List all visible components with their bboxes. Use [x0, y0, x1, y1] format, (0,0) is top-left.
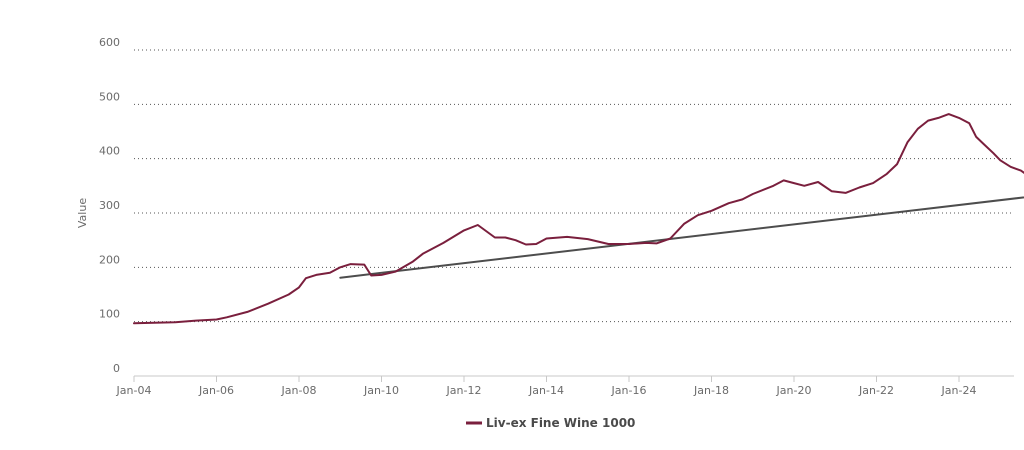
x-tick-label: Jan-24: [941, 384, 977, 397]
x-axis: Jan-04 Jan-06 Jan-08 Jan-10 Jan-12 Jan-14 Jan-…: [116, 375, 1014, 397]
x-tick-label: Jan-20: [776, 384, 812, 397]
x-tick-label: Jan-10: [363, 384, 399, 397]
x-tick-label: Jan-14: [528, 384, 564, 397]
y-axis-title: Value: [76, 198, 89, 228]
x-tick-label: Jan-18: [693, 384, 729, 397]
x-tick-label: Jan-04: [116, 384, 152, 397]
y-tick-label: 300: [99, 199, 120, 212]
y-tick-label: 0: [113, 362, 120, 375]
trend-line: [339, 196, 1024, 279]
legend-label[interactable]: Liv-ex Fine Wine 1000: [486, 416, 635, 430]
x-tick-label: Jan-16: [611, 384, 647, 397]
series-line-liv-ex: [133, 113, 1024, 325]
y-tick-label: 600: [99, 36, 120, 49]
y-tick-label: 400: [99, 145, 120, 158]
y-tick-label: 200: [99, 253, 120, 266]
y-tick-label: 100: [99, 308, 120, 321]
y-axis-ticks: 0 100 200 300 400 500 600: [99, 36, 120, 375]
x-tick-label: Jan-06: [198, 384, 234, 397]
x-tick-label: Jan-12: [446, 384, 482, 397]
x-tick-label: Jan-22: [858, 384, 894, 397]
series-lines: [133, 113, 1024, 325]
gridlines: [134, 49, 1014, 323]
y-tick-label: 500: [99, 90, 120, 103]
legend[interactable]: Liv-ex Fine Wine 1000: [466, 416, 635, 430]
x-tick-label: Jan-08: [281, 384, 317, 397]
